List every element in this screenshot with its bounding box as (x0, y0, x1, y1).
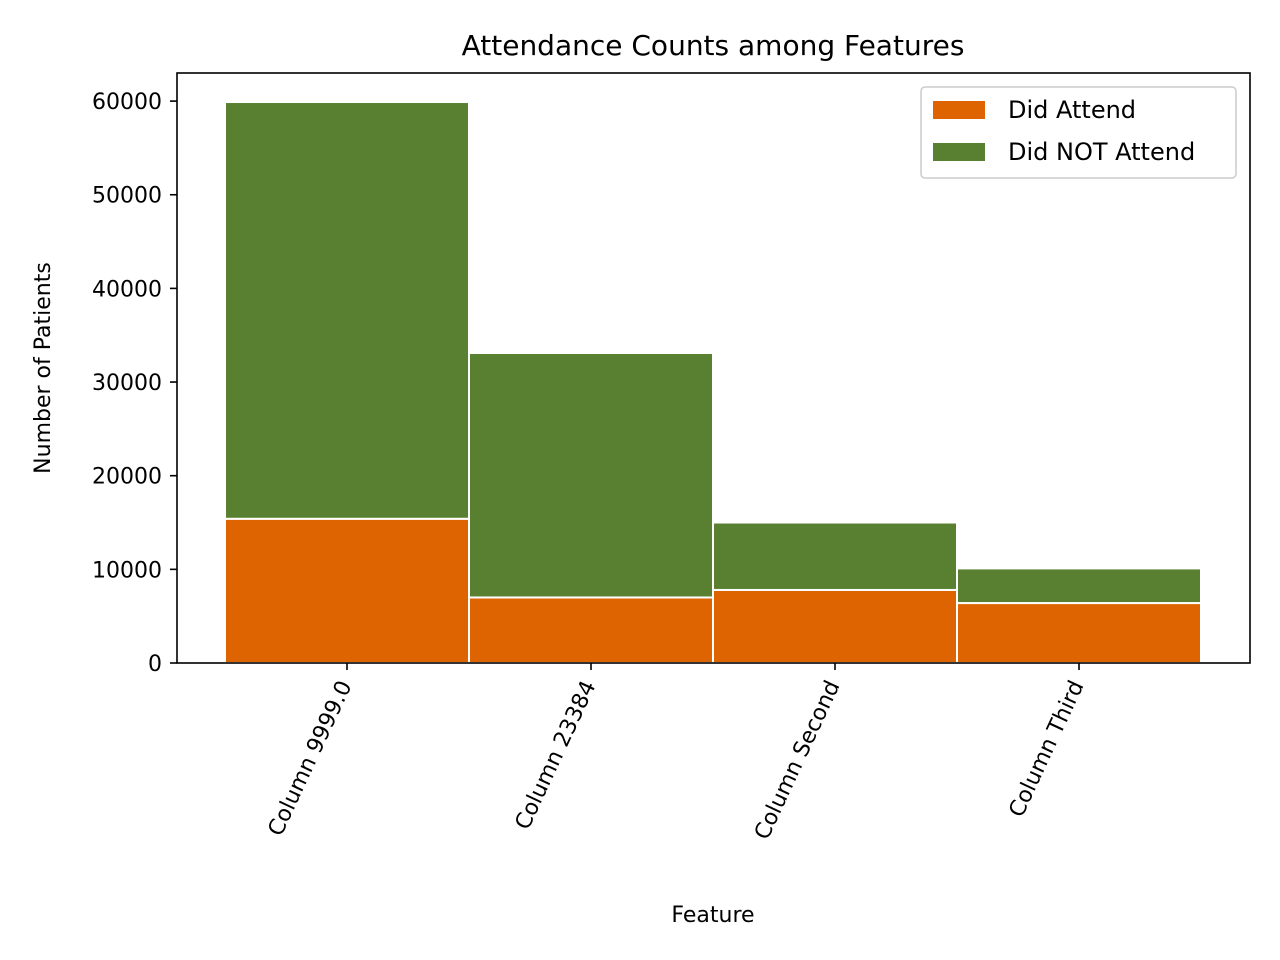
y-axis-label: Number of Patients (31, 262, 56, 474)
bar-did-attend-4 (956, 602, 1202, 664)
bar-did-not-attend-3 (712, 521, 958, 591)
y-axis: 0 10000 20000 30000 40000 50000 60000 (92, 90, 177, 677)
legend-swatch (933, 101, 985, 119)
legend-box (920, 86, 1237, 179)
bar-did-not-attend-2 (468, 352, 714, 599)
y-tick-label: 60000 (92, 90, 162, 115)
y-tick-label: 40000 (92, 277, 162, 302)
legend: Did Attend Did NOT Attend (920, 86, 1237, 179)
chart-title: Attendance Counts among Features (462, 29, 965, 62)
bar-did-attend-2 (468, 596, 714, 665)
y-tick-label: 30000 (92, 371, 162, 396)
y-tick-label: 20000 (92, 465, 162, 490)
bar-did-attend-3 (712, 588, 958, 665)
legend-swatch (933, 143, 985, 161)
y-tick-label: 50000 (92, 184, 162, 209)
bar-did-not-attend-4 (956, 567, 1202, 605)
plot-frame (176, 72, 1251, 664)
bars-group (224, 101, 1202, 665)
bar-did-not-attend-1 (224, 101, 470, 520)
y-tick-label: 10000 (92, 558, 162, 583)
legend-label: Did Attend (1008, 96, 1136, 124)
x-axis-label: Feature (671, 903, 754, 928)
bar-did-attend-1 (224, 517, 470, 664)
y-tick-label: 0 (148, 652, 162, 677)
legend-label: Did NOT Attend (1008, 138, 1195, 166)
